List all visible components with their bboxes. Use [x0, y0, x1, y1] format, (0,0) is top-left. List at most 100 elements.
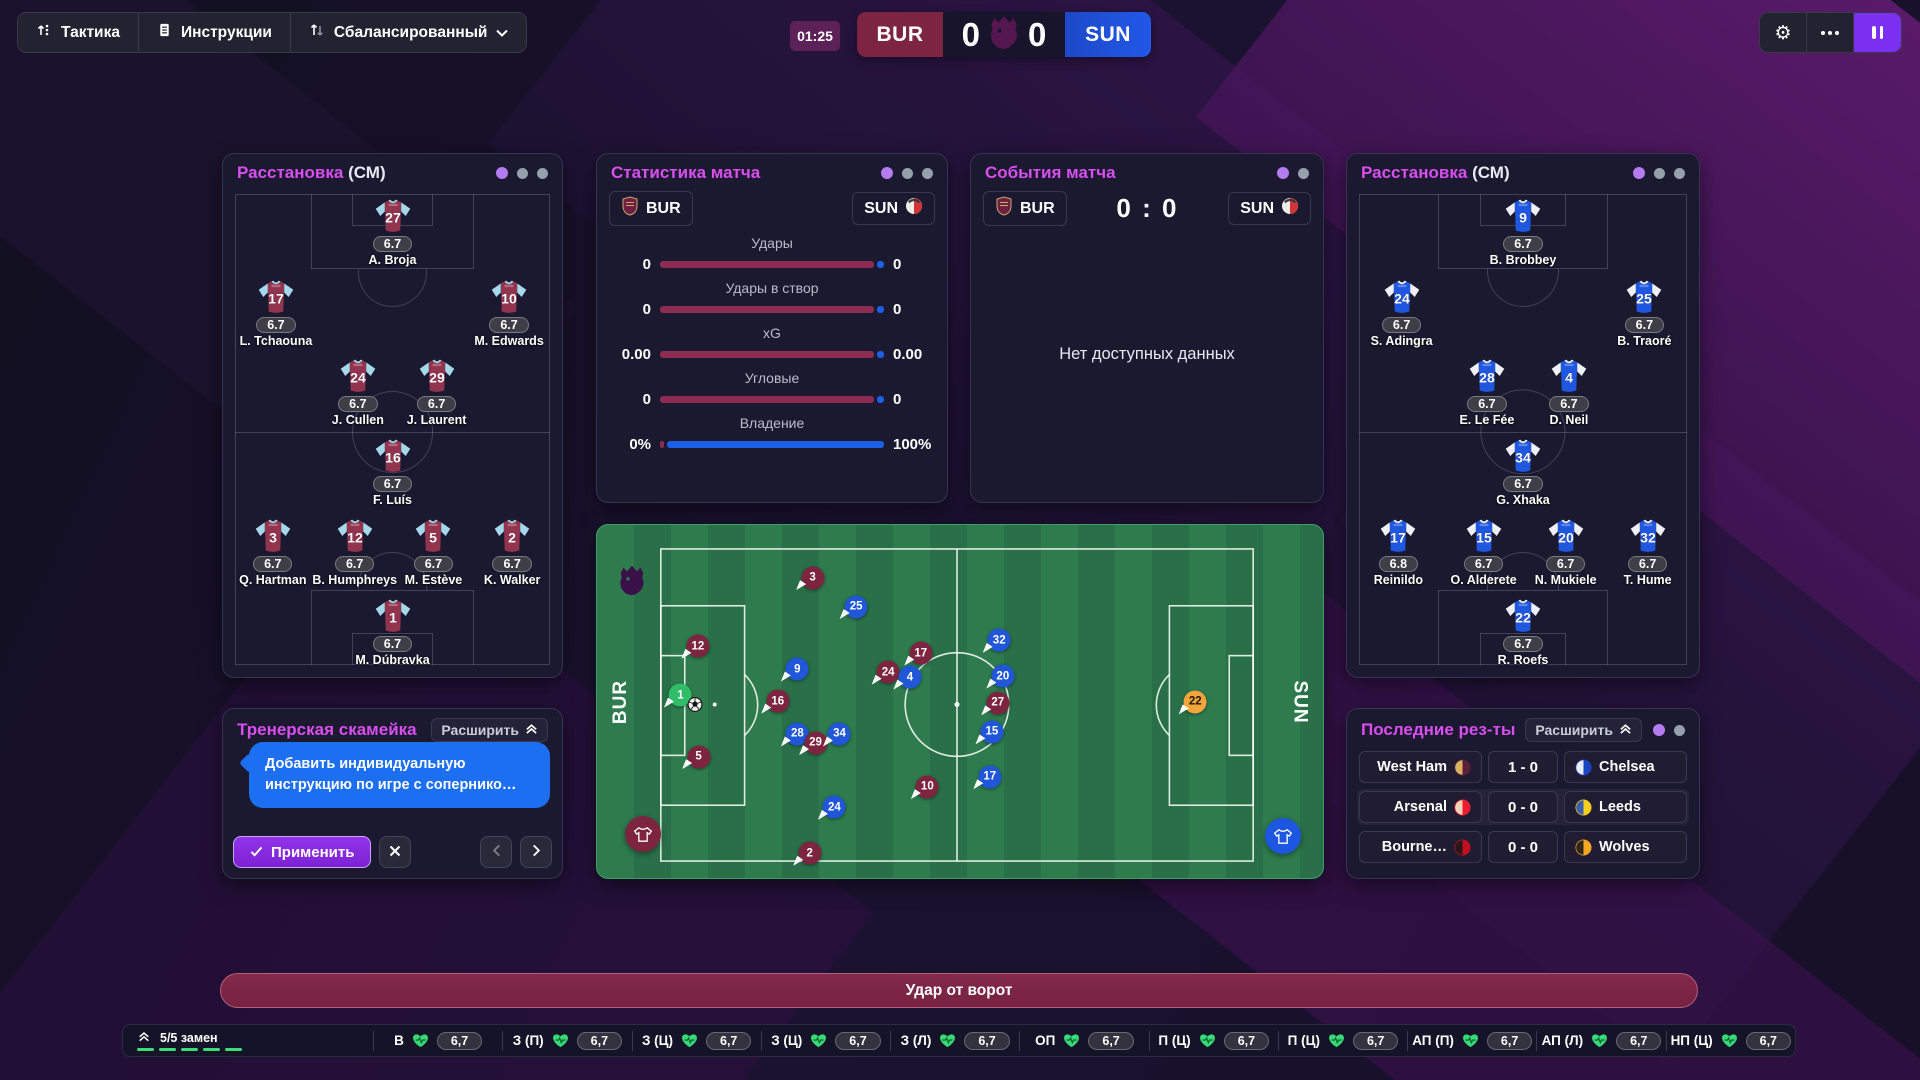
- player-name: J. Laurent: [406, 412, 467, 427]
- substitutions-status[interactable]: 5/5 замен: [123, 1028, 373, 1053]
- position-slot[interactable]: З (П) 6,7: [503, 1031, 631, 1050]
- mentality-dropdown[interactable]: Сбалансированный: [291, 13, 527, 52]
- pitch-player-marker[interactable]: 24: [822, 795, 846, 819]
- player-name: O. Alderete: [1450, 572, 1517, 587]
- position-slot[interactable]: В 6,7: [374, 1031, 502, 1050]
- more-options-button[interactable]: [1807, 13, 1854, 52]
- pitch-player-marker[interactable]: 15: [980, 720, 1004, 744]
- home-kit-button[interactable]: [625, 816, 661, 852]
- pause-button[interactable]: [1854, 13, 1901, 52]
- jersey-icon: 17: [1378, 519, 1418, 558]
- pitch-player-marker[interactable]: 24: [876, 660, 900, 684]
- formation-player[interactable]: 5 6.7 M. Estève: [378, 519, 488, 587]
- formation-player[interactable]: 32 6.7 T. Hume: [1593, 519, 1703, 587]
- panel-dot[interactable]: [1674, 167, 1685, 179]
- player-name: Q. Hartman: [239, 572, 307, 587]
- prev-suggestion-button[interactable]: [480, 836, 512, 868]
- formation-player[interactable]: 16 6.7 F. Luís: [338, 439, 448, 507]
- home-team-chip[interactable]: BUR: [609, 191, 693, 226]
- next-suggestion-button[interactable]: [520, 836, 552, 868]
- scoreboard: BUR 0 0 SUN: [857, 12, 1151, 57]
- formation-player[interactable]: 2 6.7 K. Walker: [457, 519, 567, 587]
- pitch-player-marker[interactable]: 12: [686, 634, 710, 658]
- pitch-player-marker[interactable]: 9: [785, 657, 809, 681]
- position-slot[interactable]: П (Ц) 6,7: [1279, 1031, 1407, 1050]
- panel-dot[interactable]: [902, 167, 913, 179]
- panel-dot[interactable]: [922, 167, 933, 179]
- formation-player[interactable]: 34 6.7 G. Xhaka: [1468, 439, 1578, 507]
- pitch-player-marker[interactable]: 28: [785, 722, 809, 746]
- panel-dot[interactable]: [1654, 167, 1665, 179]
- formation-player[interactable]: 24 6.7 J. Cullen: [303, 359, 413, 427]
- formation-player[interactable]: 20 6.7 N. Mukiele: [1511, 519, 1621, 587]
- panel-dot[interactable]: [496, 167, 508, 179]
- panel-dot[interactable]: [1653, 724, 1665, 736]
- away-team-chip[interactable]: SUN: [852, 192, 935, 225]
- formation-player[interactable]: 9 6.7 B. Brobbey: [1468, 199, 1578, 267]
- pitch-player-marker[interactable]: 16: [766, 689, 790, 713]
- pitch-player-marker[interactable]: 20: [991, 664, 1015, 688]
- formation-player[interactable]: 10 6.7 M. Edwards: [454, 280, 564, 348]
- position-slot[interactable]: З (Ц) 6,7: [633, 1031, 761, 1050]
- apply-button[interactable]: Применить: [233, 836, 372, 868]
- position-slot[interactable]: З (Ц) 6,7: [762, 1031, 890, 1050]
- formation-player[interactable]: 25 6.7 B. Traoré: [1589, 280, 1699, 348]
- pitch-player-marker[interactable]: 10: [915, 775, 939, 799]
- pitch-player-marker[interactable]: 4: [898, 665, 922, 689]
- pitch-player-marker[interactable]: 27: [986, 691, 1010, 715]
- home-team-chip[interactable]: BUR: [983, 191, 1067, 226]
- player-name: Reinildo: [1373, 572, 1424, 587]
- panel-dot[interactable]: [1674, 724, 1685, 736]
- position-slot[interactable]: АП (П) 6,7: [1408, 1031, 1536, 1050]
- panel-dot[interactable]: [1633, 167, 1645, 179]
- panel-dot[interactable]: [1277, 167, 1289, 179]
- result-row[interactable]: Bourne… 0 - 0 Wolves: [1357, 829, 1689, 865]
- formation-player[interactable]: 29 6.7 J. Laurent: [382, 359, 492, 427]
- position-slot[interactable]: ОП 6,7: [1020, 1031, 1148, 1050]
- jersey-icon: 29: [417, 359, 457, 398]
- position-slot[interactable]: АП (Л) 6,7: [1537, 1031, 1665, 1050]
- formation-player[interactable]: 27 6.7 A. Broja: [338, 199, 448, 267]
- position-slot[interactable]: НП (Ц) 6,7: [1667, 1031, 1795, 1050]
- panel-dot[interactable]: [537, 167, 548, 179]
- result-row[interactable]: Arsenal 0 - 0 Leeds: [1357, 789, 1689, 825]
- settings-button[interactable]: ⚙: [1760, 13, 1807, 52]
- pitch-player-marker[interactable]: 25: [844, 595, 868, 619]
- position-slot[interactable]: П (Ц) 6,7: [1150, 1031, 1278, 1050]
- pitch-player-marker[interactable]: 2: [798, 841, 822, 865]
- pitch-player-marker[interactable]: 34: [827, 722, 851, 746]
- formation-player[interactable]: 17 6.8 Reinildo: [1343, 519, 1453, 587]
- pitch-player-marker[interactable]: 3: [801, 566, 825, 590]
- dismiss-button[interactable]: [379, 836, 412, 868]
- pitch-player-marker[interactable]: 1: [668, 683, 692, 707]
- formation-player[interactable]: 15 6.7 O. Alderete: [1429, 519, 1539, 587]
- pitch-player-marker[interactable]: 22: [1183, 690, 1207, 714]
- formation-player[interactable]: 24 6.7 S. Adingra: [1347, 280, 1457, 348]
- expand-results-button[interactable]: Расширить: [1525, 718, 1642, 742]
- panel-dot[interactable]: [881, 167, 893, 179]
- formation-player[interactable]: 12 6.7 B. Humphreys: [300, 519, 410, 587]
- pitch-player-marker[interactable]: 5: [687, 745, 711, 769]
- panel-dot[interactable]: [517, 167, 528, 179]
- formation-player[interactable]: 3 6.7 Q. Hartman: [218, 519, 328, 587]
- tab-instructions[interactable]: Инструкции: [139, 13, 291, 52]
- panel-dot[interactable]: [1298, 167, 1309, 179]
- coach-suggestion-bubble[interactable]: Добавить индивидуальную инструкцию по игр…: [239, 742, 550, 808]
- formation-player[interactable]: 28 6.7 E. Le Fée: [1432, 359, 1542, 427]
- result-row[interactable]: West Ham 1 - 0 Chelsea: [1357, 749, 1689, 785]
- tab-tactics[interactable]: Тактика: [18, 13, 139, 52]
- match-pitch[interactable]: BUR SUN 3 25 12 9 16 24 4 17 32 20 27 15 28 29 34 5 17 10…: [596, 524, 1324, 879]
- away-team-chip[interactable]: SUN: [1228, 192, 1311, 225]
- formation-player[interactable]: 4 6.7 D. Neil: [1514, 359, 1624, 427]
- pitch-player-marker[interactable]: 17: [909, 641, 933, 665]
- position-slot[interactable]: З (Л) 6,7: [891, 1031, 1019, 1050]
- pitch-player-marker[interactable]: 17: [978, 765, 1002, 789]
- formation-player[interactable]: 17 6.7 L. Tchaouna: [221, 280, 331, 348]
- formation-player[interactable]: 1 6.7 M. Dúbravka: [338, 599, 448, 667]
- formation-player[interactable]: 22 6.7 R. Roefs: [1468, 599, 1578, 667]
- expand-bench-button[interactable]: Расширить: [431, 718, 548, 742]
- pitch-player-marker[interactable]: 32: [987, 628, 1011, 652]
- pitch-player-marker[interactable]: 29: [804, 731, 828, 755]
- player-name: M. Dúbravka: [355, 653, 430, 668]
- away-kit-button[interactable]: [1265, 818, 1301, 854]
